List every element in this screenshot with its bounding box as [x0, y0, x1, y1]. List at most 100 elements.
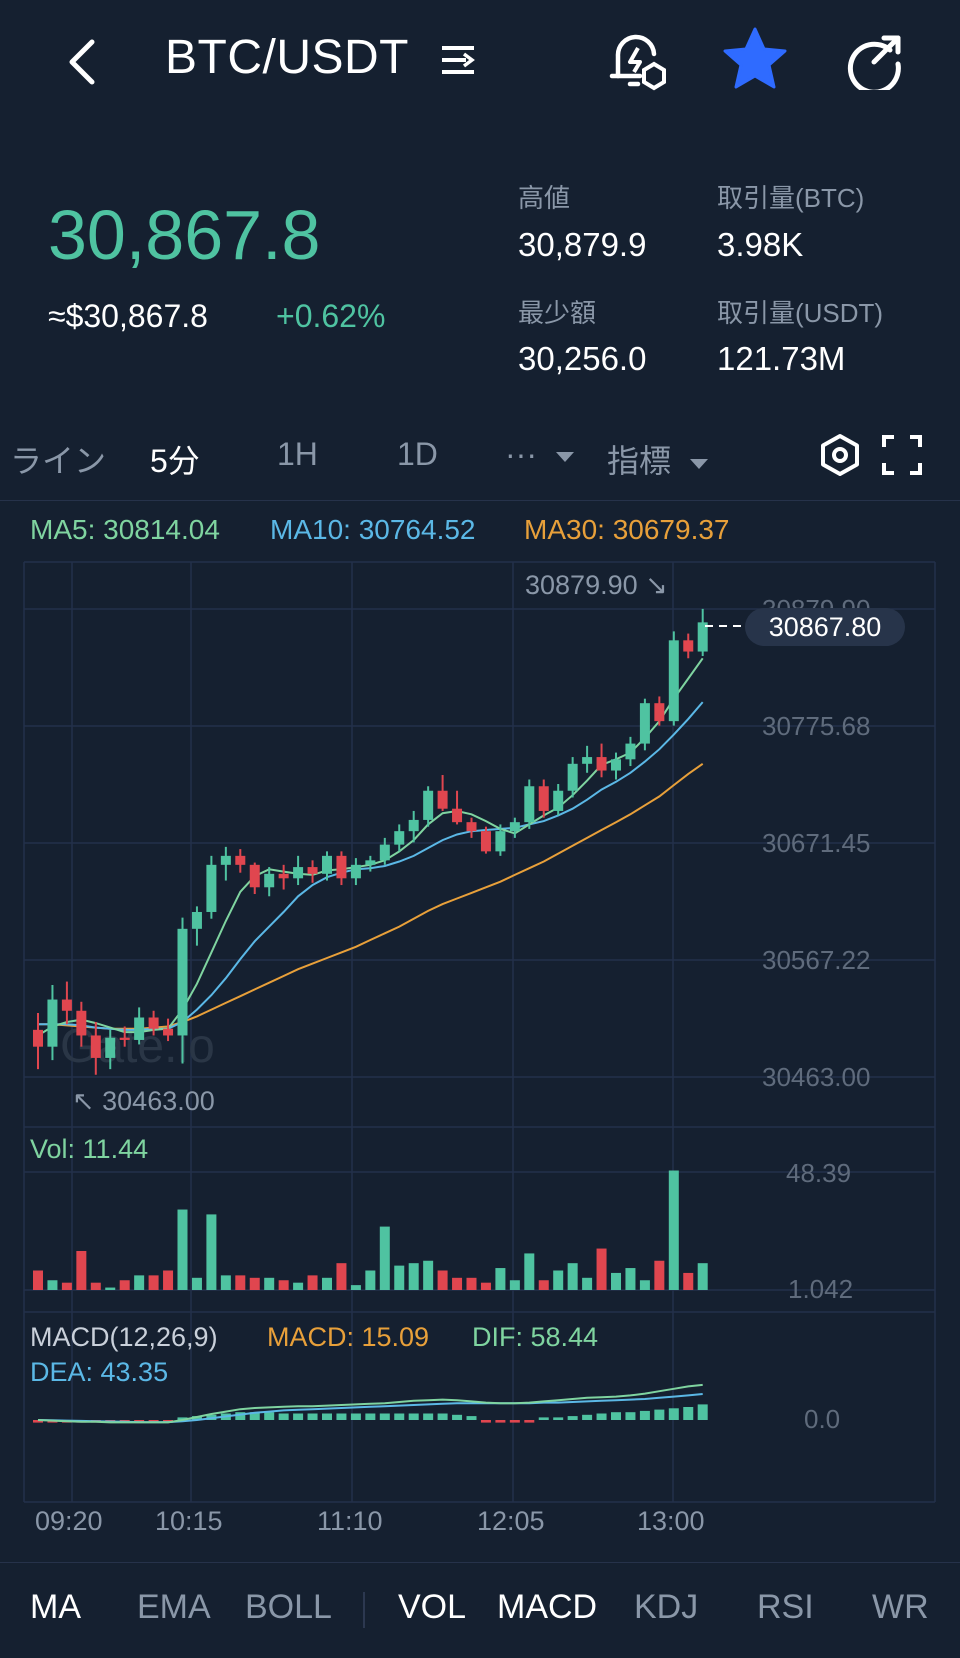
macd-title: MACD(12,26,9)	[30, 1322, 218, 1352]
macd-bar	[191, 1416, 202, 1420]
ma30-line	[38, 762, 704, 1030]
volume-bar	[625, 1268, 636, 1290]
last-price: 30,867.8	[48, 196, 321, 274]
dea-value: DEA: 43.35	[30, 1357, 169, 1387]
candle-body	[148, 1017, 159, 1029]
tab-indicators[interactable]: 指標	[607, 436, 710, 482]
macd-bar	[466, 1416, 477, 1420]
favorite-button[interactable]	[722, 26, 788, 92]
candle-body	[264, 873, 275, 888]
tab-line[interactable]: ライン	[10, 443, 107, 479]
bottom-tab-macd[interactable]: MACD	[497, 1588, 598, 1626]
candle-body	[452, 808, 463, 823]
candle-body	[480, 831, 491, 852]
time-axis-label: 10:15	[155, 1506, 223, 1536]
ma5-polyline	[37, 657, 704, 1037]
dropdown-caret-icon	[555, 451, 574, 462]
bottom-tab-vol[interactable]: VOL	[398, 1588, 467, 1626]
volume-btc-value: 3.98K	[717, 226, 804, 263]
candle-body	[524, 786, 535, 823]
macd-bar	[697, 1404, 708, 1420]
candle-body	[249, 864, 260, 888]
macd-bar	[553, 1417, 564, 1420]
macd-bar	[654, 1409, 665, 1420]
tab-more[interactable]: ···	[505, 436, 576, 473]
tab-5min[interactable]: 5分	[150, 443, 200, 479]
volume-usdt-label: 取引量(USDT)	[717, 298, 884, 328]
volume-bar	[350, 1285, 361, 1290]
volume-bar	[611, 1272, 621, 1290]
volume-bar	[683, 1272, 694, 1290]
pair-list-toggle[interactable]	[438, 40, 478, 80]
bottom-tab-boll[interactable]: BOLL	[245, 1588, 332, 1626]
ma5-line	[37, 657, 704, 1037]
macd-axis-zero: 0.0	[804, 1404, 841, 1434]
macd-bar	[408, 1413, 419, 1420]
candle-body	[61, 999, 72, 1011]
candle-body	[105, 1037, 116, 1058]
macd-bar	[495, 1420, 506, 1423]
bottom-tab-ema[interactable]: EMA	[137, 1588, 211, 1626]
volume-bar	[495, 1268, 506, 1290]
min-price-value: 30463.00	[102, 1086, 215, 1116]
macd-bar	[177, 1417, 188, 1420]
volume-bar	[249, 1277, 260, 1290]
macd-bar	[596, 1413, 607, 1420]
volume-bar	[105, 1287, 116, 1290]
volume-bar	[206, 1214, 217, 1290]
volume-usdt-value: 121.73M	[717, 340, 846, 377]
volume-bar	[163, 1270, 174, 1290]
volume-bar	[322, 1277, 332, 1290]
tab-1d[interactable]: 1D	[397, 436, 438, 472]
volume-axis-max: 48.39	[786, 1158, 852, 1188]
list-toggle-icon	[442, 46, 475, 74]
candle-body	[466, 822, 477, 832]
back-button[interactable]	[60, 30, 110, 90]
high-label: 高値	[518, 183, 571, 213]
price-alert-icon	[609, 34, 666, 91]
tab-1h[interactable]: 1H	[277, 436, 318, 472]
macd-bar	[336, 1413, 347, 1420]
max-price-marker: 30879.90 ↘	[525, 570, 668, 601]
settings-hexagon-icon	[821, 434, 859, 476]
candle-body	[177, 928, 188, 1036]
price-axis-label: 30671.45	[762, 828, 871, 858]
share-button[interactable]	[846, 30, 906, 95]
candle-body	[206, 864, 217, 912]
macd-bar	[235, 1412, 246, 1420]
chart-settings-button[interactable]	[818, 433, 862, 477]
candle-body	[437, 790, 448, 809]
macd-bar	[509, 1420, 520, 1423]
fullscreen-button[interactable]	[880, 433, 924, 477]
bottom-tab-ma[interactable]: MA	[30, 1588, 81, 1626]
macd-value: MACD: 15.09	[267, 1322, 430, 1352]
volume-bar	[466, 1277, 477, 1290]
macd-bar	[394, 1413, 405, 1420]
macd-bar	[264, 1412, 275, 1420]
candle-body	[33, 1029, 43, 1047]
bottom-tab-kdj[interactable]: KDJ	[634, 1588, 699, 1626]
macd-bar	[249, 1412, 260, 1420]
tab-indicators-label: 指標	[607, 443, 672, 479]
candle-body	[191, 911, 202, 929]
volume-axis-min: 1.042	[788, 1274, 854, 1304]
pair-title[interactable]: BTC/USDT	[165, 31, 409, 84]
candle-body	[553, 790, 564, 811]
bottom-tab-rsi[interactable]: RSI	[757, 1588, 814, 1626]
macd-bar	[683, 1407, 694, 1420]
volume-bar	[567, 1263, 578, 1290]
macd-bar	[452, 1414, 463, 1420]
arrow-down-right-icon: ↘	[645, 570, 668, 600]
macd-bar	[524, 1420, 535, 1423]
volume-bar	[191, 1277, 202, 1290]
price-alert-button[interactable]	[604, 28, 670, 92]
bottom-tab-wr[interactable]: WR	[872, 1588, 929, 1626]
candle-body	[365, 860, 376, 865]
tab-more-label: ···	[505, 436, 537, 472]
volume-bar	[524, 1253, 535, 1290]
usd-equivalent: ≈$30,867.8	[48, 298, 208, 334]
candle-body	[683, 640, 694, 652]
volume-bar	[365, 1270, 376, 1290]
volume-bar	[408, 1263, 419, 1290]
